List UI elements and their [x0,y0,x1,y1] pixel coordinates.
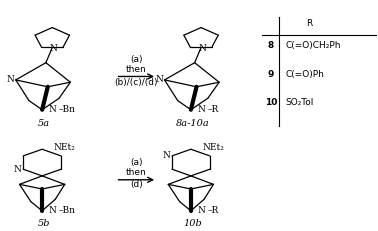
Text: –Bn: –Bn [59,206,76,215]
Text: 5b: 5b [38,219,50,228]
Text: N: N [14,165,22,174]
Text: N: N [197,106,205,115]
Text: N: N [163,151,170,160]
Text: SO₂Tol: SO₂Tol [285,98,313,107]
Text: 8a-10a: 8a-10a [176,119,210,128]
Text: –R: –R [208,106,219,115]
Text: then: then [126,65,147,74]
Text: then: then [126,168,147,177]
Text: –R: –R [208,206,219,215]
Text: N: N [6,75,14,84]
Text: 8: 8 [268,41,274,50]
Text: C(=O)CH₂Ph: C(=O)CH₂Ph [285,41,341,50]
Text: 5a: 5a [38,119,50,128]
Text: N: N [155,75,163,84]
Text: (a): (a) [130,55,143,64]
Text: N: N [198,44,206,53]
Text: C(=O)Ph: C(=O)Ph [285,70,324,79]
Text: R: R [306,18,312,27]
Text: NEt₂: NEt₂ [53,143,75,152]
Text: (a): (a) [130,158,143,167]
Text: N: N [197,206,205,215]
Text: 10b: 10b [183,219,202,228]
Text: N: N [50,44,57,53]
Text: NEt₂: NEt₂ [202,143,224,152]
Text: 10: 10 [265,98,277,107]
Text: –Bn: –Bn [59,106,76,115]
Text: N: N [48,206,56,215]
Text: (b)/(c)/(d): (b)/(c)/(d) [115,78,158,87]
Text: N: N [48,106,56,115]
Text: 9: 9 [268,70,274,79]
Text: (d): (d) [130,180,143,189]
